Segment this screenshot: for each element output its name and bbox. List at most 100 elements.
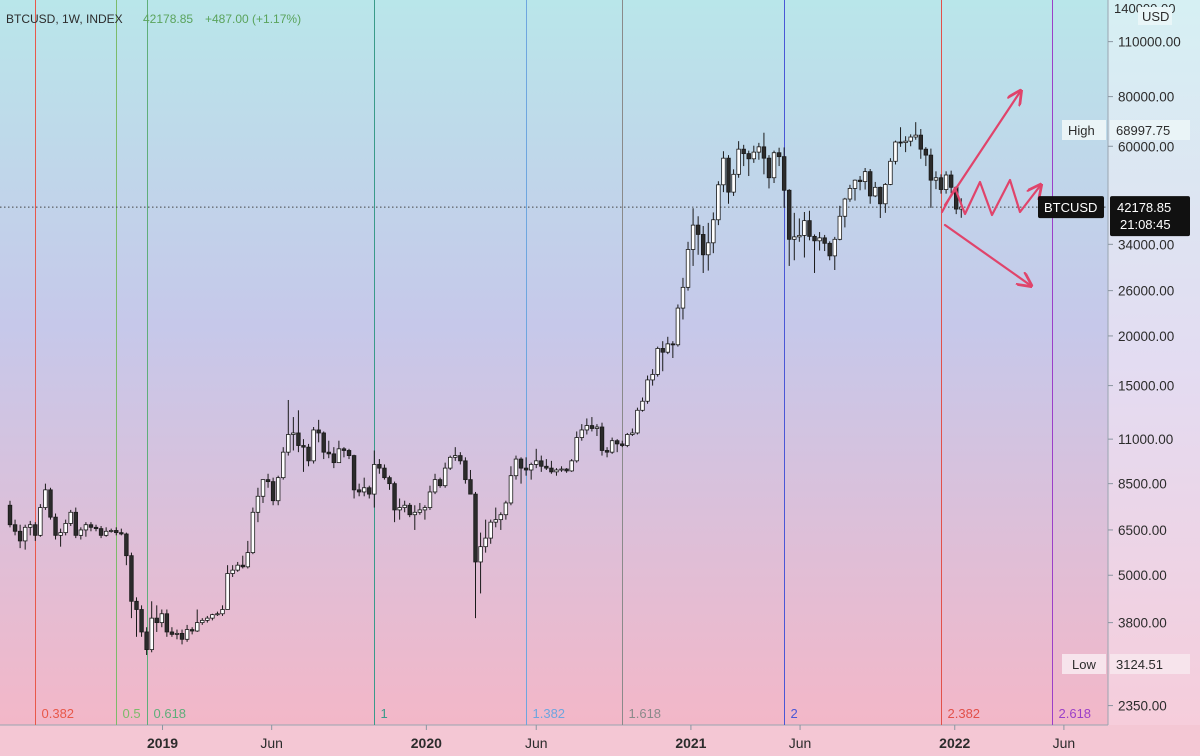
candle-body <box>17 530 23 542</box>
candle <box>38 504 43 537</box>
candle-body <box>807 220 812 237</box>
candle <box>260 479 266 503</box>
candle <box>174 629 180 640</box>
candle-body <box>270 481 276 502</box>
candle <box>716 181 721 226</box>
fib-zone-label: 2.618 <box>1059 706 1092 721</box>
candle <box>58 528 63 547</box>
candle-body <box>635 409 640 434</box>
candle <box>220 605 225 616</box>
candle-body <box>726 157 731 193</box>
candle <box>93 524 99 532</box>
candle-body <box>281 451 286 479</box>
candle-body <box>108 530 114 532</box>
candle <box>463 457 468 484</box>
low-value: 3124.51 <box>1116 657 1163 672</box>
candle-body <box>640 400 645 411</box>
candle <box>640 397 645 412</box>
candle <box>159 609 164 628</box>
candle <box>215 611 220 616</box>
currency-label[interactable]: USD <box>1142 9 1169 24</box>
candle <box>341 447 347 458</box>
price-tick-label: 20000.00 <box>1118 329 1174 344</box>
candle <box>458 452 463 465</box>
candle-body <box>448 456 453 469</box>
candle <box>827 241 832 261</box>
candle-body <box>412 511 417 516</box>
candle-body <box>336 448 342 464</box>
candle-body <box>943 174 949 190</box>
price-tick-label: 2350.00 <box>1118 699 1167 714</box>
candle-body <box>675 307 681 346</box>
candle <box>422 505 428 520</box>
candle-body <box>508 475 514 504</box>
candle <box>761 132 767 175</box>
candle-body <box>119 532 124 535</box>
candle-body <box>88 524 94 528</box>
candle-body <box>837 215 843 240</box>
candle-body <box>523 467 529 471</box>
candle <box>139 605 144 637</box>
price-tick-label: 5000.00 <box>1118 568 1167 583</box>
candle-body <box>437 479 443 487</box>
candle <box>513 455 519 480</box>
price-tick-label: 34000.00 <box>1118 237 1174 252</box>
candle-body <box>827 242 832 257</box>
candle <box>129 552 134 619</box>
candle-body <box>483 537 488 548</box>
candle <box>933 171 939 190</box>
candle <box>893 140 898 165</box>
candle <box>361 477 367 497</box>
candle-body <box>716 184 721 221</box>
candle-body <box>427 491 433 508</box>
candle <box>857 176 863 191</box>
candle <box>493 507 498 528</box>
candle <box>296 410 301 453</box>
candle <box>625 432 630 448</box>
candle-body <box>645 379 650 402</box>
candle <box>367 485 372 499</box>
candle <box>903 136 908 153</box>
candle <box>321 431 326 460</box>
candle <box>103 527 109 537</box>
candle <box>756 142 762 160</box>
candle <box>33 522 38 541</box>
candle <box>797 218 802 242</box>
candle <box>17 524 23 549</box>
candle-body <box>609 440 615 453</box>
candle <box>275 475 281 506</box>
candle-body <box>296 432 301 446</box>
candle-body <box>230 569 235 574</box>
candle <box>478 532 483 594</box>
candle <box>12 519 18 536</box>
price-axis-ticks: 110000.00 80000.00 60000.00 34000.00 26000.0… <box>1108 35 1181 714</box>
candle-body <box>883 184 888 205</box>
candle-body <box>554 469 559 473</box>
candle <box>614 439 620 453</box>
candle-body <box>766 157 772 179</box>
candle <box>336 440 342 464</box>
candle-body <box>903 140 908 143</box>
candle-body <box>53 516 58 536</box>
candle <box>635 407 640 435</box>
bear-arrow <box>943 223 1030 285</box>
candle-body <box>528 464 534 471</box>
time-axis-background[interactable] <box>0 725 1200 756</box>
candle <box>7 500 13 528</box>
candle <box>88 522 94 532</box>
candle <box>721 151 726 193</box>
candle <box>230 565 235 577</box>
candle <box>356 483 362 497</box>
candle-body <box>316 429 321 434</box>
price-tick-label: 3800.00 <box>1118 616 1167 631</box>
candle-body <box>933 177 939 181</box>
candle-body <box>129 555 134 602</box>
time-tick-label: Jun <box>1053 735 1076 751</box>
candle-body <box>579 429 584 438</box>
candle-body <box>746 153 751 160</box>
candle <box>351 454 357 499</box>
candle-body <box>867 171 873 197</box>
candle-body <box>114 530 119 534</box>
